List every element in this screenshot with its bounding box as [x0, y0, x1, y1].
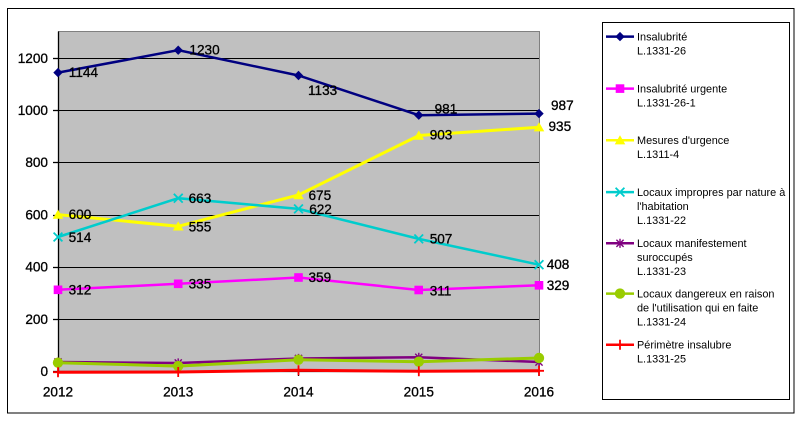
svg-text:903: 903 — [430, 127, 453, 142]
svg-text:1144: 1144 — [69, 65, 99, 80]
svg-text:L.1331-26: L.1331-26 — [637, 45, 686, 57]
svg-text:Locaux dangereux en raison: Locaux dangereux en raison — [637, 288, 774, 300]
svg-text:l'habitation: l'habitation — [637, 201, 689, 213]
svg-text:1200: 1200 — [18, 51, 49, 66]
svg-text:1000: 1000 — [18, 103, 49, 118]
svg-text:de l'utilisation qui en faite: de l'utilisation qui en faite — [637, 302, 758, 314]
svg-text:L.1331-22: L.1331-22 — [637, 215, 686, 227]
svg-text:400: 400 — [25, 260, 48, 275]
svg-text:987: 987 — [551, 98, 574, 113]
svg-text:L.1331-26-1: L.1331-26-1 — [637, 97, 696, 109]
svg-text:2016: 2016 — [524, 384, 554, 399]
svg-text:600: 600 — [25, 207, 48, 222]
svg-text:514: 514 — [69, 230, 92, 245]
svg-text:329: 329 — [547, 278, 570, 293]
svg-text:335: 335 — [189, 277, 212, 292]
svg-text:622: 622 — [309, 202, 332, 217]
svg-text:Mesures d'urgence: Mesures d'urgence — [637, 135, 729, 147]
svg-text:600: 600 — [69, 207, 92, 222]
svg-text:2014: 2014 — [283, 384, 314, 399]
svg-text:Locaux impropres par nature à: Locaux impropres par nature à — [637, 187, 786, 199]
svg-text:312: 312 — [69, 282, 92, 297]
svg-text:507: 507 — [430, 232, 453, 247]
svg-text:L.1331-23: L.1331-23 — [637, 266, 686, 278]
svg-text:981: 981 — [435, 101, 458, 116]
svg-text:200: 200 — [25, 312, 48, 327]
svg-text:suroccupés: suroccupés — [637, 252, 693, 264]
svg-text:L.1331-25: L.1331-25 — [637, 354, 686, 366]
svg-text:555: 555 — [189, 219, 212, 234]
svg-text:311: 311 — [430, 284, 452, 299]
svg-text:935: 935 — [549, 119, 572, 134]
svg-text:675: 675 — [309, 188, 332, 203]
svg-text:Insalubrité urgente: Insalubrité urgente — [637, 83, 727, 95]
svg-text:2012: 2012 — [43, 384, 73, 399]
svg-text:L.1311-4: L.1311-4 — [637, 149, 679, 161]
svg-text:2015: 2015 — [404, 384, 434, 399]
svg-text:0: 0 — [40, 364, 48, 379]
svg-text:Périmètre insalubre: Périmètre insalubre — [637, 340, 731, 352]
svg-text:408: 408 — [547, 257, 570, 272]
svg-text:1230: 1230 — [189, 43, 220, 58]
svg-text:L.1331-24: L.1331-24 — [637, 316, 686, 328]
svg-text:800: 800 — [25, 155, 48, 170]
svg-text:663: 663 — [189, 191, 212, 206]
svg-text:2013: 2013 — [163, 384, 193, 399]
svg-text:359: 359 — [309, 270, 332, 285]
svg-text:Insalubrité: Insalubrité — [637, 31, 687, 43]
svg-text:1133: 1133 — [308, 83, 337, 98]
svg-text:Locaux manifestement: Locaux manifestement — [637, 238, 747, 250]
